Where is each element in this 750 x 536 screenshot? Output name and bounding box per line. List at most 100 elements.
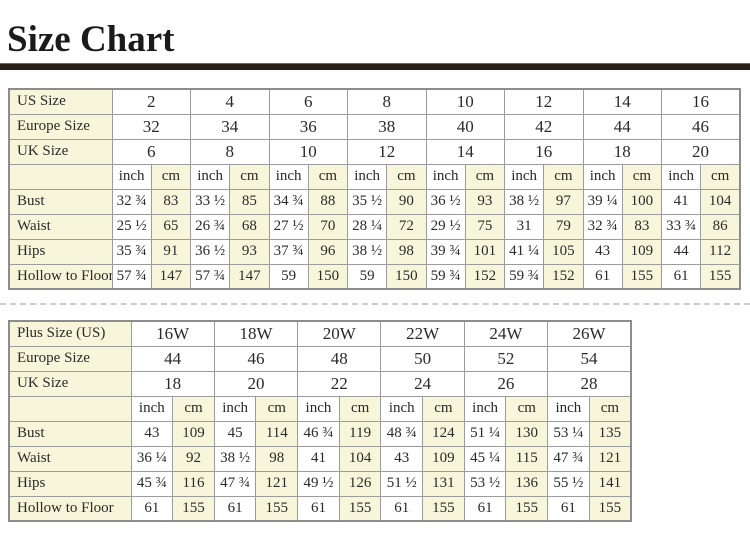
unit-header-cell: cm <box>255 395 299 422</box>
table-row: Hips 45 ¾ 116 47 ¾ 121 49 ½ 126 51 ½ 131 53 ½ 136 5… <box>8 470 632 497</box>
measurement-value-cell: 124 <box>422 420 465 447</box>
measurement-value-cell: 44 <box>660 238 702 265</box>
size-value-cell: 16 <box>661 88 741 115</box>
measurement-value-cell: 32 ¾ <box>582 213 623 240</box>
unit-header-cell: inch <box>582 163 623 190</box>
measurement-value-cell: 43 <box>380 445 424 472</box>
size-value-cell: 42 <box>504 113 584 140</box>
measurement-value-cell: 59 <box>268 263 309 290</box>
measurement-value-cell: 155 <box>172 495 215 522</box>
measurement-value-cell: 61 <box>213 495 257 522</box>
measurement-value-cell: 155 <box>338 495 382 522</box>
measurement-value-cell: 47 ¾ <box>213 470 257 497</box>
measurement-value-cell: 38 ½ <box>503 188 545 215</box>
measurement-value-cell: 53 ¼ <box>547 420 590 447</box>
measurement-value-cell: 32 ¾ <box>111 188 152 215</box>
measurement-value-cell: 51 ½ <box>380 470 424 497</box>
unit-header-cell: cm <box>338 395 382 422</box>
row-label-cell: Hollow to Floor <box>8 495 132 522</box>
unit-header-cell: cm <box>588 395 632 422</box>
row-label-cell: UK Size <box>8 370 132 397</box>
measurement-value-cell: 68 <box>229 213 270 240</box>
measurement-value-cell: 130 <box>505 420 549 447</box>
measurement-value-cell: 35 ½ <box>346 188 388 215</box>
row-label-cell: Waist <box>8 213 113 240</box>
measurement-value-cell: 51 ¼ <box>463 420 507 447</box>
row-label-cell: Europe Size <box>8 113 113 140</box>
measurement-value-cell: 98 <box>386 238 427 265</box>
measurement-value-cell: 92 <box>172 445 215 472</box>
size-value-cell: 44 <box>130 345 215 372</box>
unit-header-cell: inch <box>111 163 152 190</box>
table-row: UK Size 6 8 10 12 14 16 18 20 <box>8 138 741 165</box>
size-value-cell: 52 <box>463 345 549 372</box>
measurement-value-cell: 93 <box>229 238 270 265</box>
measurement-value-cell: 85 <box>229 188 270 215</box>
measurement-value-cell: 59 ¾ <box>425 263 466 290</box>
measurement-value-cell: 35 ¾ <box>111 238 152 265</box>
unit-header-cell: inch <box>189 163 231 190</box>
size-value-cell: 24W <box>463 320 549 347</box>
measurement-value-cell: 101 <box>464 238 506 265</box>
size-value-cell: 50 <box>380 345 465 372</box>
measurement-value-cell: 72 <box>386 213 427 240</box>
measurement-value-cell: 79 <box>543 213 584 240</box>
measurement-value-cell: 61 <box>130 495 174 522</box>
title-rule <box>0 63 750 70</box>
measurement-value-cell: 33 ¾ <box>660 213 702 240</box>
measurement-value-cell: 61 <box>380 495 424 522</box>
measurement-value-cell: 126 <box>338 470 382 497</box>
measurement-value-cell: 36 ¼ <box>130 445 174 472</box>
measurement-value-cell: 155 <box>422 495 465 522</box>
unit-header-cell: cm <box>307 163 349 190</box>
table-row: inch cm inch cm inch cm inch cm inch cm inch cm <box>8 395 632 422</box>
measurement-value-cell: 38 ½ <box>346 238 388 265</box>
unit-header-cell: cm <box>386 163 427 190</box>
measurement-value-cell: 109 <box>172 420 215 447</box>
table-divider <box>0 303 750 305</box>
measurement-value-cell: 65 <box>150 213 192 240</box>
row-label-cell: Hips <box>8 238 113 265</box>
measurement-value-cell: 114 <box>255 420 299 447</box>
row-label-cell: Waist <box>8 445 132 472</box>
measurement-value-cell: 150 <box>386 263 427 290</box>
unit-header-cell: cm <box>422 395 465 422</box>
plus-size-table: Plus Size (US) 16W 18W 20W 22W 24W 26W Europe S… <box>8 320 632 522</box>
measurement-value-cell: 104 <box>700 188 741 215</box>
size-value-cell: 18W <box>213 320 299 347</box>
measurement-value-cell: 70 <box>307 213 349 240</box>
size-value-cell: 44 <box>582 113 662 140</box>
measurement-value-cell: 37 ¾ <box>268 238 309 265</box>
size-value-cell: 16W <box>130 320 215 347</box>
measurement-value-cell: 61 <box>547 495 590 522</box>
measurement-value-cell: 43 <box>582 238 623 265</box>
size-value-cell: 40 <box>425 113 505 140</box>
measurement-value-cell: 61 <box>660 263 702 290</box>
size-value-cell: 14 <box>582 88 662 115</box>
unit-header-cell: inch <box>346 163 388 190</box>
measurement-value-cell: 31 <box>503 213 545 240</box>
measurement-value-cell: 152 <box>543 263 584 290</box>
size-value-cell: 36 <box>268 113 348 140</box>
measurement-value-cell: 53 ½ <box>463 470 507 497</box>
measurement-value-cell: 39 ¼ <box>582 188 623 215</box>
measurement-value-cell: 34 ¾ <box>268 188 309 215</box>
size-value-cell: 2 <box>111 88 191 115</box>
measurement-value-cell: 86 <box>700 213 741 240</box>
measurement-value-cell: 57 ¾ <box>111 263 152 290</box>
measurement-value-cell: 47 ¾ <box>547 445 590 472</box>
unit-header-cell: cm <box>700 163 741 190</box>
measurement-value-cell: 41 <box>660 188 702 215</box>
size-value-cell: 48 <box>297 345 382 372</box>
unit-header-cell: cm <box>543 163 584 190</box>
size-value-cell: 6 <box>268 88 348 115</box>
table-row: inch cm inch cm inch cm inch cm inch cm inch cm inch… <box>8 163 741 190</box>
unit-header-cell: inch <box>130 395 174 422</box>
row-label-cell: Bust <box>8 188 113 215</box>
measurement-value-cell: 41 ¼ <box>503 238 545 265</box>
measurement-value-cell: 96 <box>307 238 349 265</box>
measurement-value-cell: 61 <box>297 495 340 522</box>
measurement-value-cell: 109 <box>422 445 465 472</box>
measurement-value-cell: 83 <box>621 213 663 240</box>
measurement-value-cell: 155 <box>505 495 549 522</box>
